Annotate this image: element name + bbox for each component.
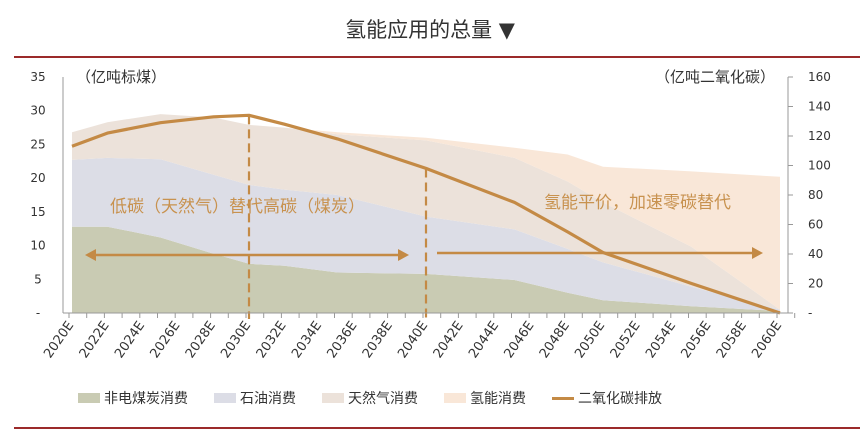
legend-item: 石油消费 [214, 388, 296, 408]
x-tick-label: 2026E [147, 319, 183, 361]
arrowhead-left [85, 249, 96, 261]
x-tick-label: 2036E [324, 319, 360, 361]
right-tick-label: 160 [808, 70, 831, 84]
left-tick-label: 30 [30, 104, 45, 118]
right-tick-label: 120 [808, 129, 831, 143]
x-tick-label: 2028E [183, 319, 219, 361]
area-series-3 [72, 114, 780, 310]
legend-item: 天然气消费 [322, 388, 418, 408]
co2-line [71, 113, 781, 315]
x-tick-label: 2038E [360, 319, 396, 361]
legend-label: 二氧化碳排放 [578, 391, 662, 407]
bottom-rule [14, 427, 860, 429]
right-tick-label: 60 [808, 218, 823, 232]
left-tick-label: 25 [30, 137, 45, 151]
annotation-left: 低碳（天然气）替代高碳（煤炭） [110, 197, 365, 217]
left-tick-label: 10 [30, 239, 45, 253]
legend-swatch [214, 393, 236, 403]
x-tick-label: 2044E [466, 319, 502, 361]
left-tick-label: 20 [30, 171, 45, 185]
x-tick-label: 2060E [749, 319, 785, 361]
right-tick-label: 100 [808, 159, 831, 173]
legend-label: 石油消费 [240, 391, 296, 407]
right-axis-unit: （亿吨二氧化碳） [655, 68, 775, 86]
legend-swatch [552, 396, 574, 400]
right-tick-label: - [808, 306, 812, 320]
legend: 非电煤炭消费 石油消费 天然气消费 氢能消费 二氧化碳排放 [78, 388, 662, 408]
right-tick-label: 140 [808, 100, 831, 114]
left-tick-label: 35 [30, 70, 45, 84]
right-tick-label: 80 [808, 188, 823, 202]
x-tick-label: 2034E [289, 319, 325, 361]
x-tick-label: 2032E [254, 319, 290, 361]
left-tick-label: 15 [30, 205, 45, 219]
x-tick-label: 2024E [112, 319, 148, 361]
x-tick-label: 2048E [537, 319, 573, 361]
legend-label: 氢能消费 [470, 391, 526, 407]
right-tick-label: 40 [808, 247, 823, 261]
x-tick-label: 2046E [501, 319, 537, 361]
x-tick-label: 2054E [643, 319, 679, 361]
legend-swatch [444, 393, 466, 403]
legend-label: 天然气消费 [348, 391, 418, 407]
area-series-1 [72, 157, 780, 311]
x-tick-label: 2050E [572, 319, 608, 361]
x-tick-label: 2058E [714, 319, 750, 361]
legend-swatch [322, 393, 344, 403]
legend-label: 非电煤炭消费 [104, 391, 188, 407]
left-tick-label: - [36, 306, 40, 320]
top-rule [14, 56, 860, 58]
left-tick-label: 5 [34, 272, 42, 286]
x-tick-label: 2022E [77, 319, 113, 361]
legend-swatch [78, 393, 100, 403]
annotation-right: 氢能平价，加速零碳替代 [544, 193, 731, 213]
legend-item: 氢能消费 [444, 388, 526, 408]
right-tick-label: 20 [808, 277, 823, 291]
arrowhead-right-2 [752, 247, 763, 259]
chart-title: 氢能应用的总量 ▼ [345, 18, 515, 42]
x-tick-label: 2040E [395, 319, 431, 361]
left-axis-unit: （亿吨标煤） [76, 68, 166, 86]
legend-item: 二氧化碳排放 [552, 388, 662, 408]
x-tick-label: 2020E [41, 319, 77, 361]
x-tick-label: 2056E [678, 319, 714, 361]
legend-item: 非电煤炭消费 [78, 388, 188, 408]
x-tick-label: 2052E [608, 319, 644, 361]
x-tick-label: 2030E [218, 319, 254, 361]
x-tick-label: 2042E [431, 319, 467, 361]
arrowhead-right [398, 249, 409, 261]
